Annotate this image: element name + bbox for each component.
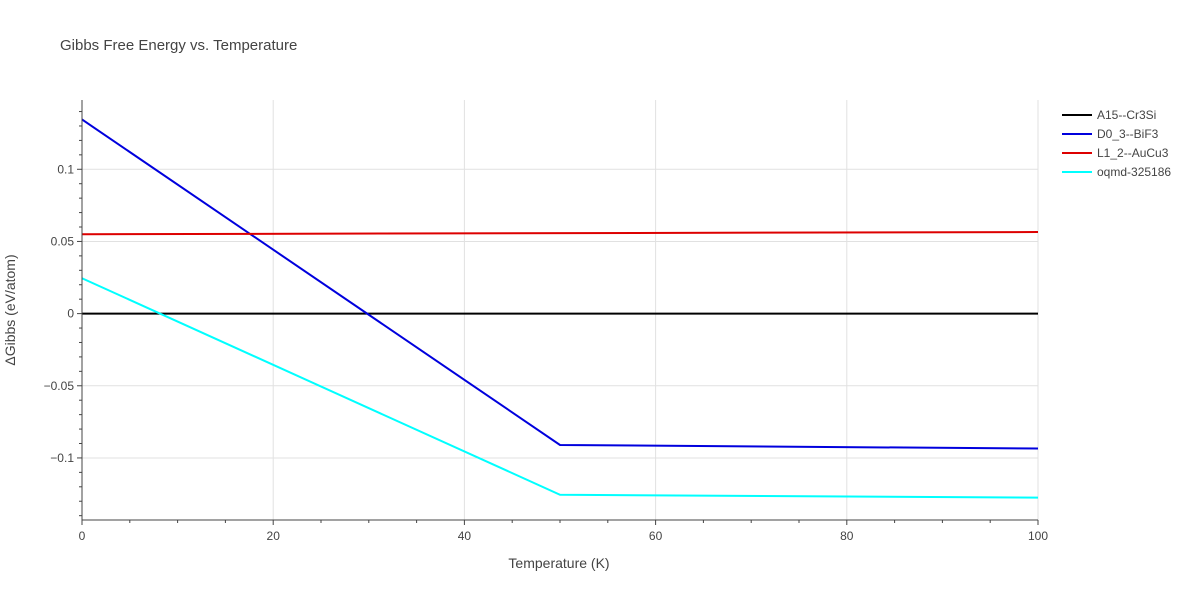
y-tick-label: −0.1	[50, 451, 74, 465]
axes	[77, 100, 1039, 525]
y-tick-label: 0	[67, 307, 74, 321]
chart-title: Gibbs Free Energy vs. Temperature	[60, 37, 297, 54]
x-tick-label: 80	[840, 529, 854, 543]
x-axis-title: Temperature (K)	[508, 555, 609, 571]
x-tick-label: 40	[458, 529, 472, 543]
legend-item-label: oqmd-325186	[1097, 165, 1171, 179]
x-tick-label: 100	[1028, 529, 1048, 543]
series-line-3	[81, 277, 1039, 499]
grid-lines	[82, 100, 1039, 520]
x-tick-label: 60	[649, 529, 663, 543]
y-tick-label: 0.1	[57, 162, 74, 176]
series-lines	[81, 118, 1039, 499]
legend-item-label: L1_2--AuCu3	[1097, 146, 1169, 160]
tick-labels: 0 20 40 60 80 100 −0.1 −0.05 0 0.05 0.1	[44, 162, 1049, 543]
x-tick-label: 20	[267, 529, 281, 543]
y-tick-label: −0.05	[44, 379, 75, 393]
series-line-2	[81, 231, 1039, 236]
legend-item-label: D0_3--BiF3	[1097, 127, 1159, 141]
y-tick-label: 0.05	[51, 234, 75, 248]
x-tick-label: 0	[79, 529, 86, 543]
y-axis-title: ΔGibbs (eV/atom)	[2, 254, 18, 365]
legend: A15--Cr3Si D0_3--BiF3 L1_2--AuCu3 oqmd-3251…	[1062, 108, 1171, 179]
series-line-1	[81, 118, 1039, 450]
legend-item-label: A15--Cr3Si	[1097, 108, 1156, 122]
